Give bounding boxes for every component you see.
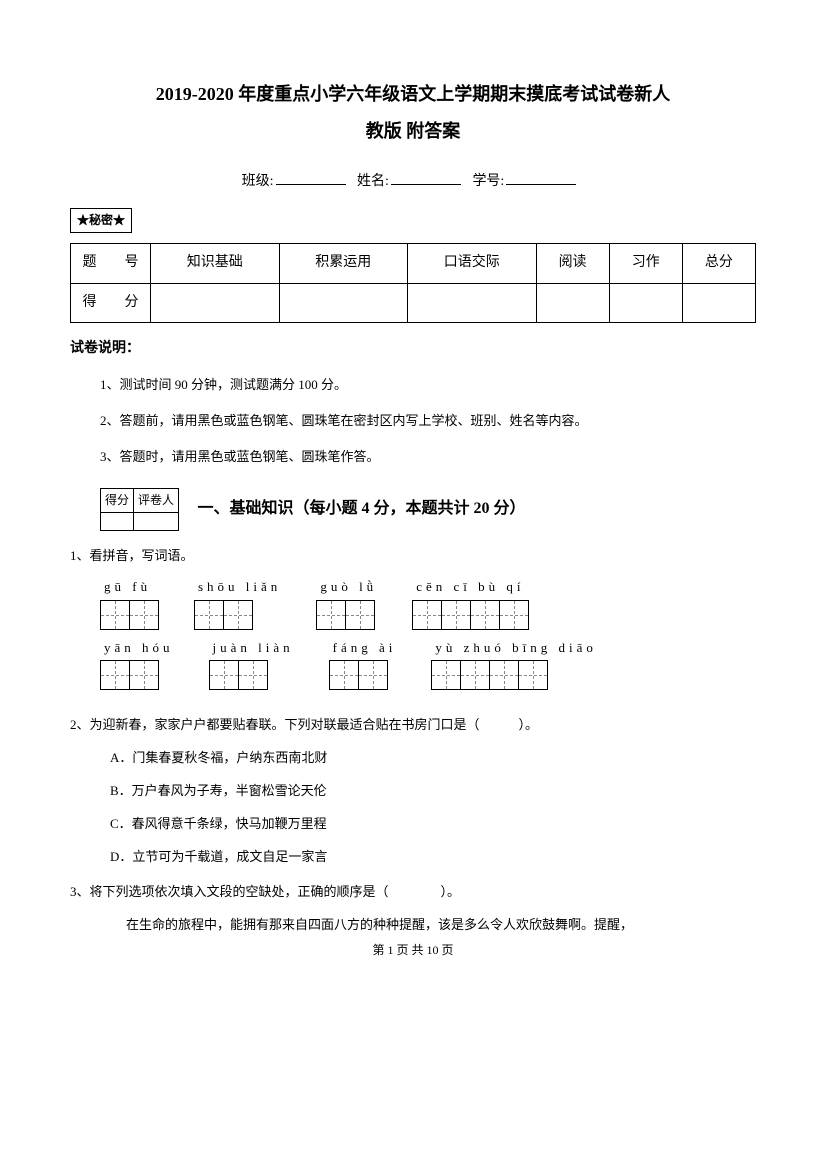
char-box[interactable] bbox=[329, 660, 359, 690]
instruction-item: 1、测试时间 90 分钟，测试题满分 100 分。 bbox=[100, 375, 756, 396]
char-box[interactable] bbox=[358, 660, 388, 690]
name-label: 姓名: bbox=[357, 174, 389, 189]
score-cell[interactable] bbox=[279, 283, 408, 322]
pinyin-label: cēn cī bù qí bbox=[412, 577, 524, 598]
char-box[interactable] bbox=[100, 600, 130, 630]
header-cell: 阅读 bbox=[536, 244, 609, 283]
char-box[interactable] bbox=[209, 660, 239, 690]
char-box[interactable] bbox=[129, 600, 159, 630]
table-row: 得 分 bbox=[71, 283, 756, 322]
score-table: 题 号 知识基础 积累运用 口语交际 阅读 习作 总分 得 分 bbox=[70, 243, 756, 323]
pinyin-row: yān hóu juàn liàn fáng ài yù zhuó bīng diāo bbox=[100, 638, 756, 691]
pinyin-group: yù zhuó bīng diāo bbox=[431, 638, 597, 691]
pinyin-label: shōu liǎn bbox=[194, 577, 281, 598]
header-cell: 口语交际 bbox=[408, 244, 537, 283]
pinyin-grid: gū fù shōu liǎn guò lǜ cēn cī bù qí yān hóu… bbox=[70, 577, 756, 691]
char-box[interactable] bbox=[431, 660, 461, 690]
grade-box: 得分 评卷人 bbox=[100, 488, 179, 531]
char-box[interactable] bbox=[100, 660, 130, 690]
char-box[interactable] bbox=[441, 600, 471, 630]
char-box[interactable] bbox=[489, 660, 519, 690]
score-label-cell: 得 分 bbox=[71, 283, 151, 322]
pinyin-group: cēn cī bù qí bbox=[412, 577, 529, 630]
pinyin-label: gū fù bbox=[100, 577, 151, 598]
id-label: 学号: bbox=[472, 174, 504, 189]
header-cell: 习作 bbox=[609, 244, 682, 283]
char-box[interactable] bbox=[518, 660, 548, 690]
char-boxes bbox=[209, 660, 268, 690]
pinyin-group: guò lǜ bbox=[316, 577, 377, 630]
pinyin-label: fáng ài bbox=[329, 638, 397, 659]
header-cell: 知识基础 bbox=[151, 244, 280, 283]
title-line-2: 教版 附答案 bbox=[70, 117, 756, 146]
option-c: C．春风得意千条绿，快马加鞭万里程 bbox=[110, 814, 756, 835]
char-box[interactable] bbox=[499, 600, 529, 630]
char-box[interactable] bbox=[412, 600, 442, 630]
header-cell: 积累运用 bbox=[279, 244, 408, 283]
instruction-item: 3、答题时，请用黑色或蓝色钢笔、圆珠笔作答。 bbox=[100, 447, 756, 468]
header-cell: 总分 bbox=[682, 244, 755, 283]
char-boxes bbox=[329, 660, 388, 690]
option-b: B．万户春风为子寿，半窗松雪论天伦 bbox=[110, 781, 756, 802]
pinyin-label: guò lǜ bbox=[316, 577, 377, 598]
instruction-item: 2、答题前，请用黑色或蓝色钢笔、圆珠笔在密封区内写上学校、班别、姓名等内容。 bbox=[100, 411, 756, 432]
char-boxes bbox=[100, 660, 159, 690]
question-2-text: 2、为迎新春，家家户户都要贴春联。下列对联最适合贴在书房门口是（ ）。 bbox=[70, 715, 756, 736]
pinyin-label: juàn liàn bbox=[209, 638, 294, 659]
char-box[interactable] bbox=[460, 660, 490, 690]
char-box[interactable] bbox=[345, 600, 375, 630]
header-cell: 题 号 bbox=[71, 244, 151, 283]
char-boxes bbox=[431, 660, 548, 690]
title-line-1: 2019-2020 年度重点小学六年级语文上学期期末摸底考试试卷新人 bbox=[70, 80, 756, 109]
student-info-line: 班级: 姓名: 学号: bbox=[70, 171, 756, 193]
section-1-title: 一、基础知识（每小题 4 分，本题共计 20 分） bbox=[198, 500, 526, 517]
class-blank[interactable] bbox=[276, 171, 346, 185]
pinyin-group: yān hóu bbox=[100, 638, 174, 691]
name-blank[interactable] bbox=[391, 171, 461, 185]
section-header-row: 得分 评卷人 一、基础知识（每小题 4 分，本题共计 20 分） bbox=[100, 488, 756, 531]
id-blank[interactable] bbox=[506, 171, 576, 185]
pinyin-group: gū fù bbox=[100, 577, 159, 630]
grade-score-cell[interactable] bbox=[101, 512, 134, 530]
secret-badge: ★秘密★ bbox=[70, 208, 132, 233]
char-box[interactable] bbox=[316, 600, 346, 630]
table-row: 题 号 知识基础 积累运用 口语交际 阅读 习作 总分 bbox=[71, 244, 756, 283]
pinyin-group: fáng ài bbox=[329, 638, 397, 691]
grade-reviewer-label: 评卷人 bbox=[134, 488, 179, 512]
pinyin-label: yān hóu bbox=[100, 638, 174, 659]
char-box[interactable] bbox=[129, 660, 159, 690]
pinyin-row: gū fù shōu liǎn guò lǜ cēn cī bù qí bbox=[100, 577, 756, 630]
pinyin-group: juàn liàn bbox=[209, 638, 294, 691]
score-cell[interactable] bbox=[151, 283, 280, 322]
question-3-body: 在生命的旅程中，能拥有那来自四面八方的种种提醒，该是多么令人欢欣鼓舞啊。提醒， bbox=[100, 915, 756, 936]
char-boxes bbox=[316, 600, 375, 630]
char-boxes bbox=[100, 600, 159, 630]
class-label: 班级: bbox=[242, 174, 274, 189]
char-box[interactable] bbox=[470, 600, 500, 630]
char-boxes bbox=[194, 600, 253, 630]
char-box[interactable] bbox=[238, 660, 268, 690]
score-cell[interactable] bbox=[682, 283, 755, 322]
option-a: A．门集春夏秋冬福，户纳东西南北财 bbox=[110, 748, 756, 769]
score-cell[interactable] bbox=[609, 283, 682, 322]
question-1-text: 1、看拼音，写词语。 bbox=[70, 546, 756, 567]
grade-reviewer-cell[interactable] bbox=[134, 512, 179, 530]
char-boxes bbox=[412, 600, 529, 630]
char-box[interactable] bbox=[194, 600, 224, 630]
score-cell[interactable] bbox=[408, 283, 537, 322]
score-cell[interactable] bbox=[536, 283, 609, 322]
pinyin-group: shōu liǎn bbox=[194, 577, 281, 630]
option-d: D．立节可为千载道，成文自足一家言 bbox=[110, 847, 756, 868]
instructions-title: 试卷说明： bbox=[70, 338, 756, 360]
page-footer: 第 1 页 共 10 页 bbox=[70, 941, 756, 960]
grade-score-label: 得分 bbox=[101, 488, 134, 512]
char-box[interactable] bbox=[223, 600, 253, 630]
pinyin-label: yù zhuó bīng diāo bbox=[431, 638, 597, 659]
question-3-text: 3、将下列选项依次填入文段的空缺处，正确的顺序是（ ）。 bbox=[70, 882, 756, 903]
